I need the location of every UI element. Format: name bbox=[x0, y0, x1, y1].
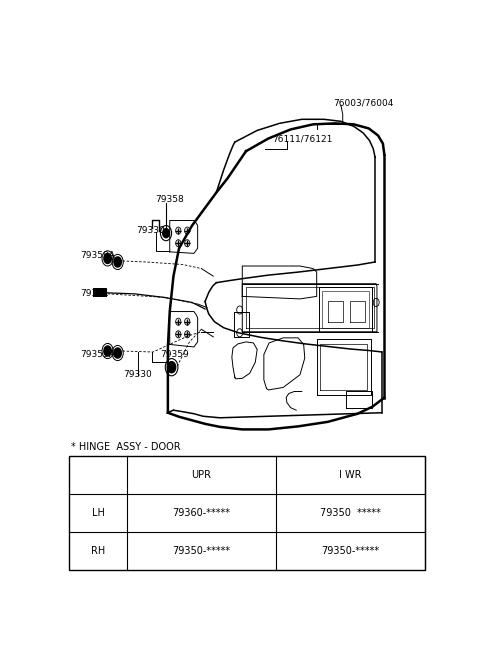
Circle shape bbox=[104, 254, 111, 263]
Circle shape bbox=[163, 229, 169, 238]
Text: I WR: I WR bbox=[339, 470, 361, 480]
Text: RH: RH bbox=[91, 545, 105, 556]
Text: 79358: 79358 bbox=[155, 194, 184, 204]
Text: 79359: 79359 bbox=[160, 350, 189, 359]
Circle shape bbox=[168, 361, 176, 373]
Text: 79350-*****: 79350-***** bbox=[321, 545, 379, 556]
Text: 79330: 79330 bbox=[123, 371, 152, 379]
Text: * HINGE  ASSY - DOOR: * HINGE ASSY - DOOR bbox=[71, 442, 181, 452]
Text: LH: LH bbox=[92, 508, 105, 518]
Text: 79350-*****: 79350-***** bbox=[172, 545, 230, 556]
Text: 79350  *****: 79350 ***** bbox=[320, 508, 381, 518]
Text: 76003/76004: 76003/76004 bbox=[334, 99, 394, 108]
Text: UPR: UPR bbox=[192, 470, 211, 480]
Text: 76111/76121: 76111/76121 bbox=[272, 134, 333, 143]
Circle shape bbox=[104, 346, 111, 356]
Text: 79330: 79330 bbox=[136, 226, 165, 235]
Text: 79359A: 79359A bbox=[81, 252, 115, 260]
Bar bbox=[93, 288, 107, 298]
Circle shape bbox=[114, 348, 121, 358]
Text: 79359A: 79359A bbox=[81, 350, 115, 359]
Text: 79360-*****: 79360-***** bbox=[172, 508, 230, 518]
Circle shape bbox=[114, 257, 121, 267]
Text: 79371: 79371 bbox=[81, 289, 109, 298]
Bar bbox=[69, 456, 424, 570]
